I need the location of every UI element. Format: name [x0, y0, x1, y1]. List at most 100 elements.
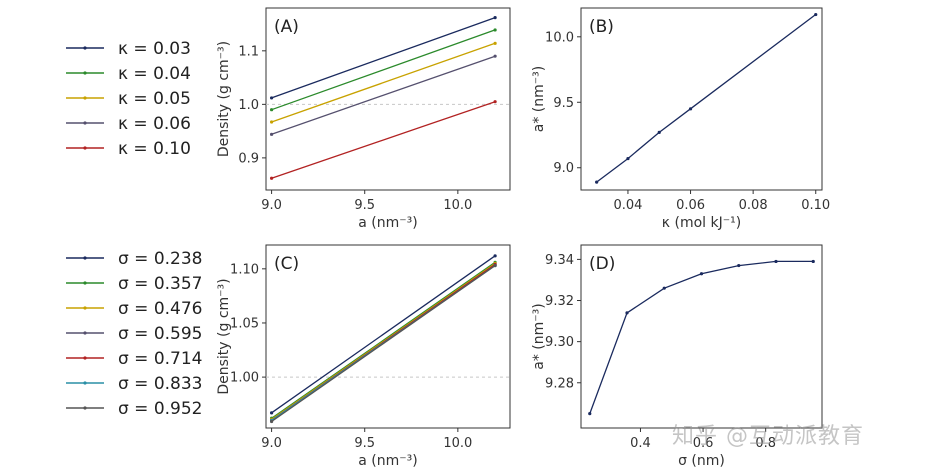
legend-kappa: κ = 0.03 κ = 0.04 κ = 0.05 κ = 0.06 κ = 0.10	[66, 39, 191, 159]
panel-label: (A)	[274, 17, 299, 37]
series-line	[271, 16, 496, 99]
y-tick-label: 10.0	[545, 30, 574, 45]
y-axis-label: Density (g cm⁻³)	[216, 278, 232, 394]
legend-marker	[83, 256, 87, 260]
series-line	[271, 55, 496, 135]
legend-label: κ = 0.03	[118, 39, 191, 59]
x-axis-label: κ (mol kJ⁻¹)	[662, 215, 741, 231]
y-tick-label: 9.0	[553, 161, 574, 176]
series-line	[271, 255, 496, 414]
data-point	[493, 100, 497, 104]
y-tick-label: 1.1	[238, 44, 259, 59]
legend-marker	[83, 331, 87, 335]
plot-frame	[265, 7, 511, 191]
watermark-text: 知乎 @互动派教育	[672, 424, 864, 449]
data-point	[774, 259, 778, 264]
y-tick-label: 1.0	[238, 98, 259, 113]
panel-label: (D)	[589, 254, 615, 274]
data-point	[688, 107, 693, 111]
y-axis-label: a* (nm⁻³)	[531, 303, 547, 369]
legend-label: κ = 0.06	[118, 114, 191, 134]
data-point	[814, 12, 818, 17]
series-line	[271, 42, 496, 123]
series-line	[271, 29, 496, 111]
data-point	[626, 156, 630, 161]
legend-label: σ = 0.357	[118, 274, 203, 294]
y-tick-label: 1.05	[230, 316, 259, 331]
x-tick-label: 0.04	[613, 198, 642, 213]
y-tick-label: 9.34	[545, 253, 574, 268]
panel-label: (C)	[274, 254, 299, 274]
data-point	[269, 176, 274, 180]
data-point	[657, 130, 661, 134]
x-axis-label: a (nm⁻³)	[358, 453, 417, 469]
chart-panel-4: 0.4 0.6 0.8 9.28 9.30 9.32 9.34 σ (nm) a* (nm⁻³)…	[531, 244, 823, 469]
x-axis-label: σ (nm)	[678, 453, 725, 469]
legend-marker	[83, 96, 87, 100]
data-point	[595, 180, 599, 184]
x-tick-label: 0.8	[755, 436, 776, 451]
data-point	[737, 263, 741, 268]
y-tick-label: 1.10	[230, 262, 259, 277]
series-line	[271, 261, 496, 419]
legend-marker	[83, 406, 87, 410]
panel-label: (B)	[589, 17, 614, 37]
data-point	[269, 419, 274, 424]
x-axis-label: a (nm⁻³)	[358, 215, 417, 231]
series-line	[271, 262, 496, 420]
data-point	[625, 311, 629, 315]
data-point	[493, 28, 497, 32]
legend-label: κ = 0.05	[118, 89, 191, 109]
y-tick-label: 9.5	[553, 96, 574, 111]
y-axis-label: a* (nm⁻³)	[531, 66, 547, 132]
y-tick-label: 0.9	[238, 151, 259, 166]
chart-panel-1: 9.0 9.5 10.0 0.9 1.0 1.1 a (nm⁻³) Density (g cm…	[216, 7, 511, 231]
data-point	[811, 259, 815, 264]
legend-marker	[83, 281, 87, 285]
legend-label: σ = 0.714	[118, 349, 203, 369]
plot-frame	[580, 7, 823, 191]
x-tick-label: 10.0	[443, 198, 472, 213]
data-point	[588, 412, 592, 416]
legend-label: κ = 0.10	[118, 139, 191, 159]
plot-frame	[265, 244, 511, 429]
legend-label: σ = 0.238	[118, 249, 203, 269]
y-tick-label: 9.32	[545, 294, 574, 309]
series-line	[589, 260, 814, 414]
chart-panel-2: 0.04 0.06 0.08 0.10 9.0 9.5 10.0 κ (mol kJ⁻¹) a*…	[531, 7, 830, 231]
data-point	[699, 272, 704, 276]
chart-panel-3: 9.0 9.5 10.0 1.00 1.05 1.10 a (nm⁻³) Density (g…	[216, 244, 511, 469]
legend-marker	[83, 306, 87, 310]
x-tick-label: 0.6	[693, 436, 714, 451]
legend-marker	[83, 71, 87, 75]
data-point	[269, 96, 274, 100]
legend-label: σ = 0.476	[118, 299, 203, 319]
legend-marker	[83, 121, 87, 125]
legend-marker	[83, 146, 87, 150]
y-axis-label: Density (g cm⁻³)	[216, 41, 232, 157]
y-tick-label: 9.30	[545, 335, 574, 350]
y-tick-label: 1.00	[230, 371, 259, 386]
series-line	[271, 101, 496, 179]
legend-label: σ = 0.952	[118, 399, 203, 419]
legend-label: κ = 0.04	[118, 64, 191, 84]
data-point	[269, 411, 274, 415]
legend-label: σ = 0.833	[118, 374, 203, 394]
x-tick-label: 9.5	[354, 436, 375, 451]
data-point	[493, 263, 497, 268]
data-point	[493, 16, 497, 20]
x-tick-label: 0.06	[676, 198, 705, 213]
x-tick-label: 0.10	[801, 198, 830, 213]
x-tick-label: 10.0	[443, 436, 472, 451]
series-line	[271, 265, 496, 423]
x-tick-label: 0.4	[630, 436, 651, 451]
series-line	[596, 13, 817, 183]
legend-label: σ = 0.595	[118, 324, 203, 344]
data-point	[269, 108, 274, 112]
data-point	[493, 54, 497, 58]
data-point	[662, 286, 666, 290]
legend-marker	[83, 356, 87, 360]
x-tick-label: 9.5	[354, 198, 375, 213]
legend-sigma: σ = 0.238 σ = 0.357 σ = 0.476 σ = 0.595 σ = …	[66, 249, 203, 419]
legend-marker	[83, 46, 87, 50]
